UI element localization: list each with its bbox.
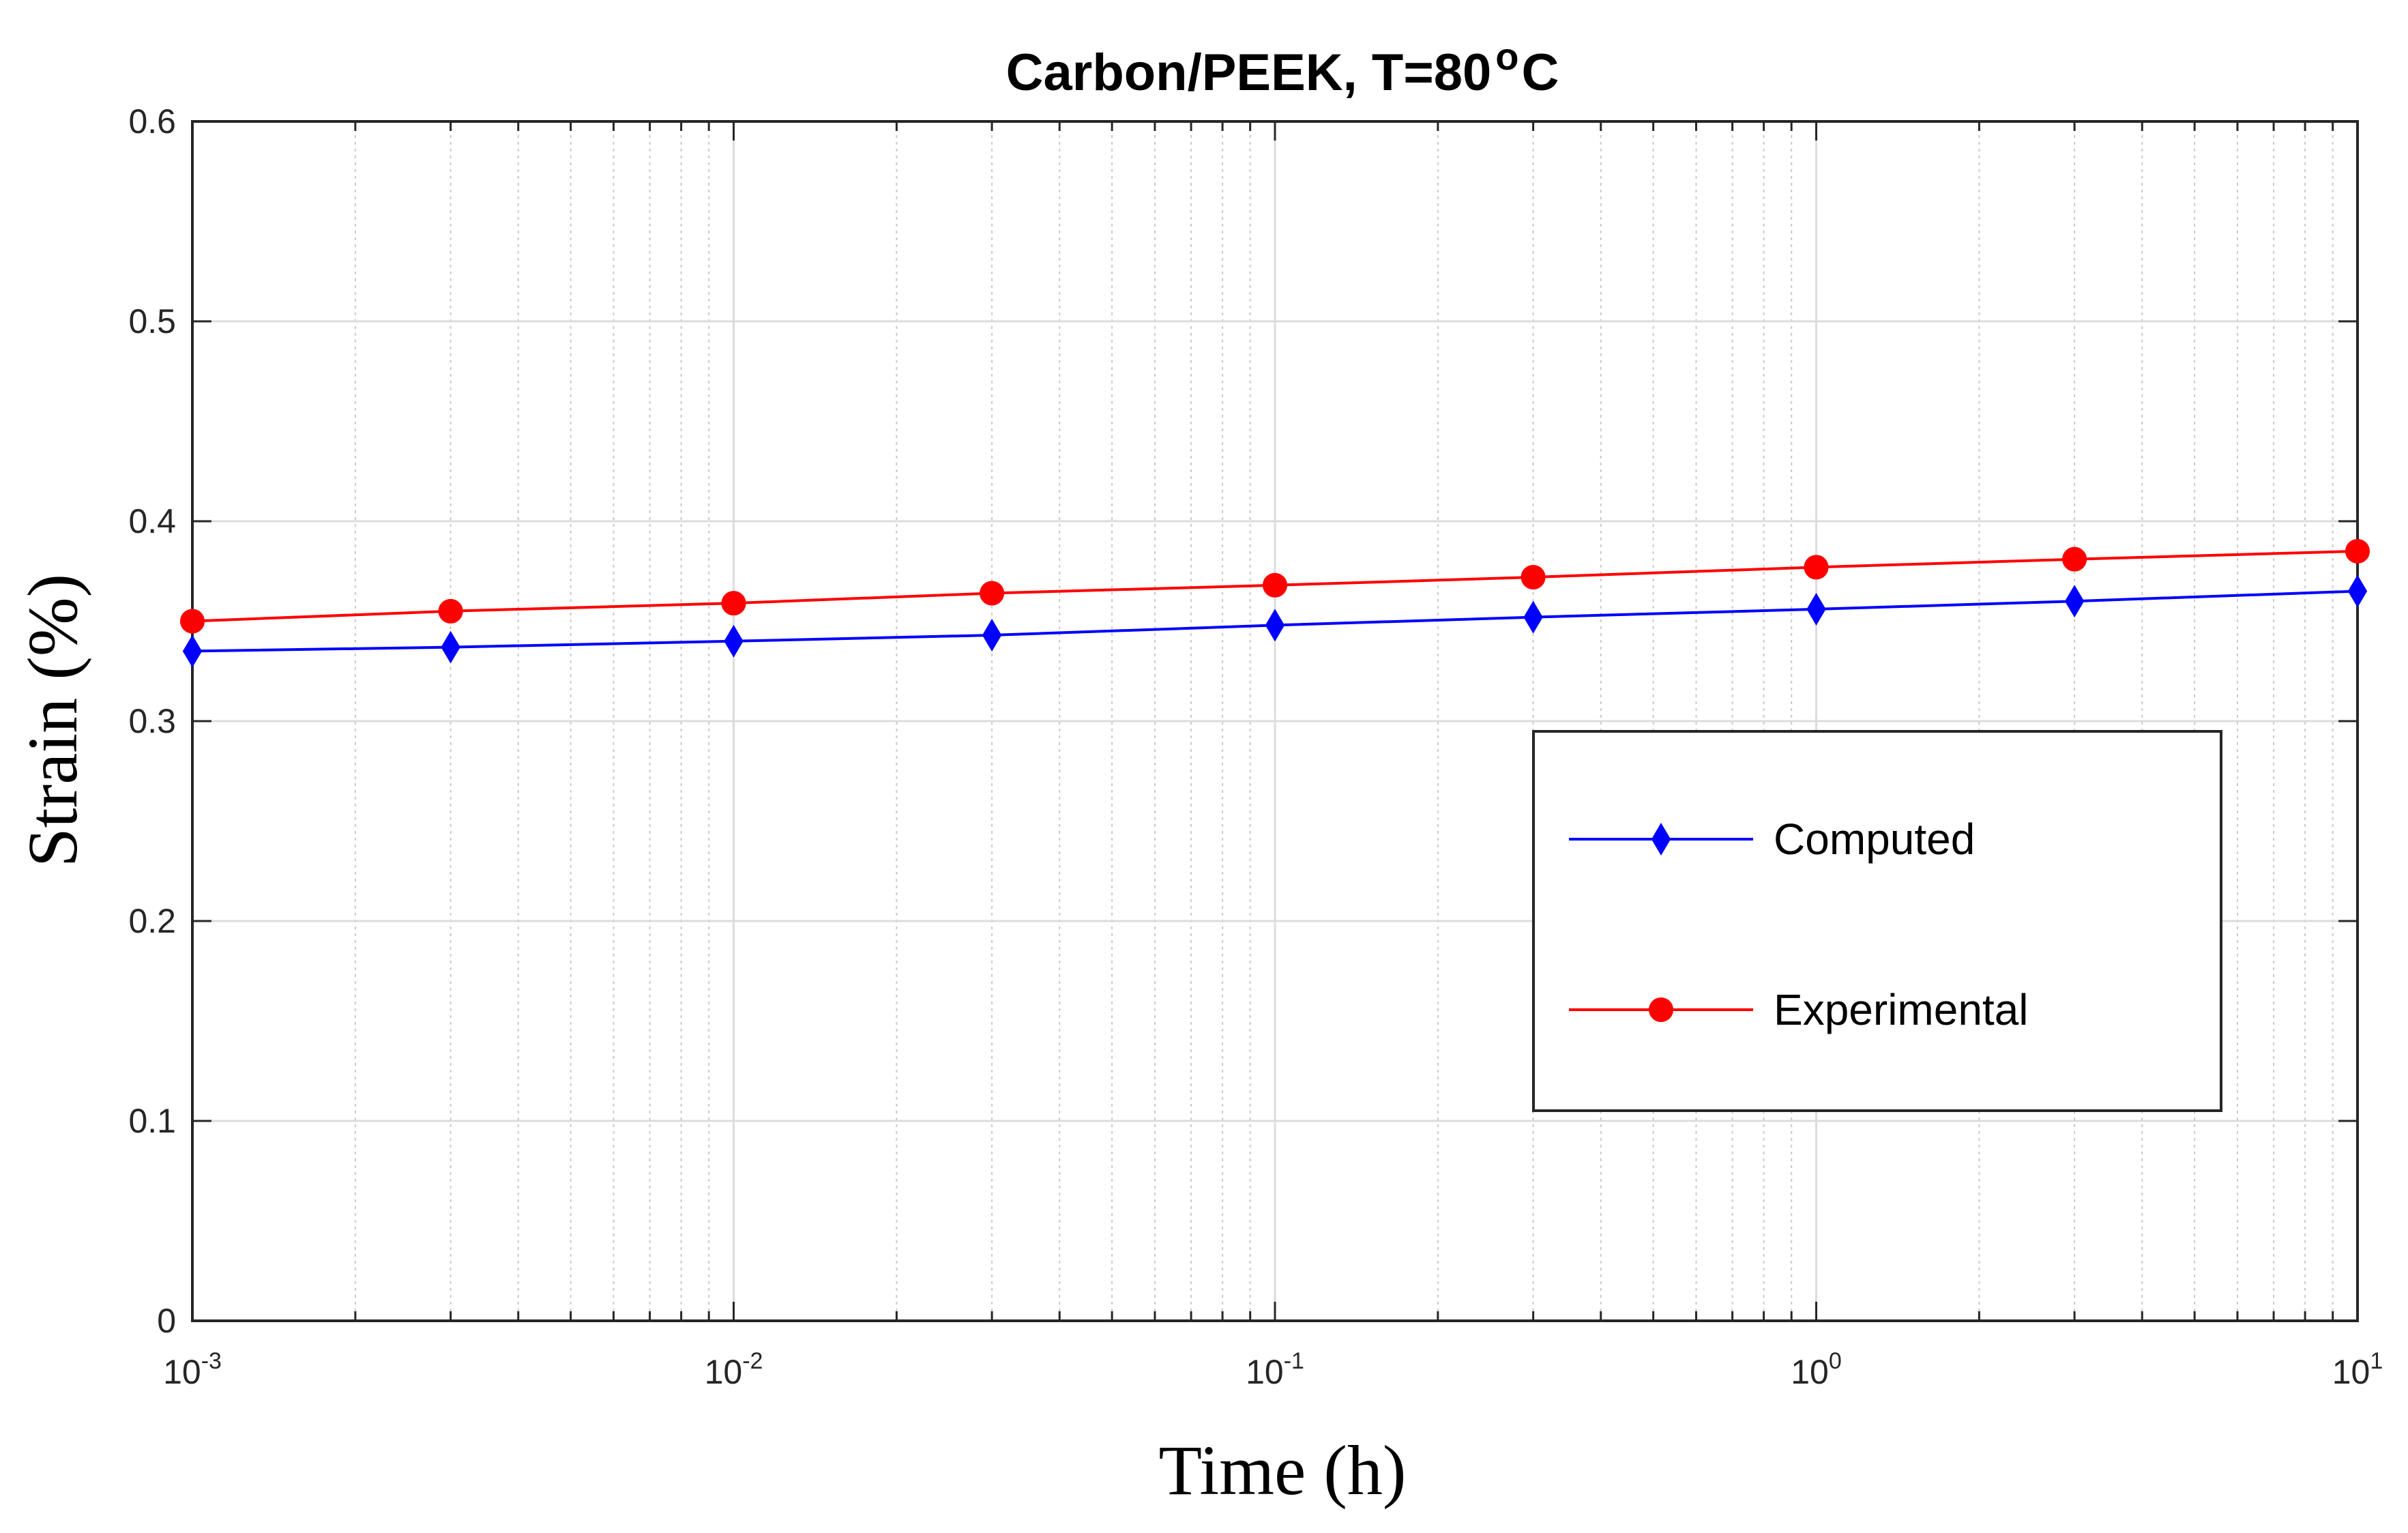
x-tick-label: 10-2 (705, 1348, 763, 1391)
computed-data-point (724, 624, 744, 658)
x-tick-label-base: 10 (2332, 1353, 2370, 1391)
y-tick-label: 0.1 (128, 1102, 176, 1140)
computed-data-point (1523, 600, 1543, 634)
chart-title-suffix: C (1521, 44, 1559, 102)
y-tick-label: 0.4 (128, 502, 176, 540)
experimental-data-point (1521, 565, 1546, 590)
y-tick-label: 0 (157, 1302, 176, 1340)
experimental-data-point (721, 591, 746, 616)
experimental-data-point (180, 609, 205, 634)
x-tick-label-base: 10 (1791, 1353, 1829, 1391)
chart-title-superscript: o (1495, 35, 1518, 78)
axis-ticks (191, 120, 2359, 1322)
chart-title: Carbon/PEEK, T=80 oC (1006, 35, 1559, 102)
computed-data-point (441, 630, 460, 664)
y-tick-label: 0.5 (128, 302, 176, 340)
legend: Computed Experimental (1532, 730, 2222, 1112)
x-tick-label-exponent: 0 (1829, 1348, 1842, 1374)
x-tick-label-exponent: -3 (201, 1348, 222, 1374)
experimental-data-point (980, 581, 1005, 606)
computed-data-point (2347, 574, 2368, 608)
y-axis-label: Strain (%) (14, 574, 92, 867)
computed-data-point (1265, 609, 1285, 642)
x-tick-label-exponent: -2 (742, 1348, 763, 1374)
y-tick-label: 0.2 (128, 902, 176, 940)
computed-data-point (2064, 585, 2085, 618)
y-tick-label: 0.3 (128, 702, 176, 740)
experimental-data-point (438, 598, 463, 624)
x-tick-label: 100 (1791, 1348, 1842, 1391)
legend-items: Computed Experimental (1569, 815, 2029, 1034)
experimental-data-point (1263, 572, 1287, 598)
legend-computed-label: Computed (1774, 815, 1975, 864)
chart-title-text: Carbon/PEEK, T=80 (1006, 44, 1492, 102)
x-tick-label: 10-1 (1246, 1348, 1304, 1391)
x-tick-label-base: 10 (163, 1353, 201, 1391)
x-tick-label-exponent: 1 (2370, 1348, 2383, 1374)
series-markers (180, 538, 2370, 668)
computed-data-point (982, 619, 1002, 652)
x-tick-label-base: 10 (705, 1353, 743, 1391)
x-tick-label-base: 10 (1246, 1353, 1284, 1391)
legend-box (1532, 730, 2222, 1112)
legend-computed-marker (1651, 823, 1671, 856)
y-tick-label: 0.6 (128, 102, 176, 141)
legend-experimental-marker (1649, 997, 1673, 1022)
experimental-data-point (1804, 555, 1829, 580)
experimental-data-point (2345, 538, 2370, 564)
computed-data-point (182, 634, 203, 668)
x-axis-label: Time (h) (1158, 1431, 1406, 1510)
legend-experimental-label: Experimental (1774, 985, 2029, 1034)
x-tick-label: 101 (2332, 1348, 2383, 1391)
experimental-data-point (2062, 546, 2087, 572)
x-tick-label: 10-3 (163, 1348, 222, 1391)
x-tick-label-exponent: -1 (1284, 1348, 1304, 1374)
computed-data-point (1806, 592, 1826, 626)
